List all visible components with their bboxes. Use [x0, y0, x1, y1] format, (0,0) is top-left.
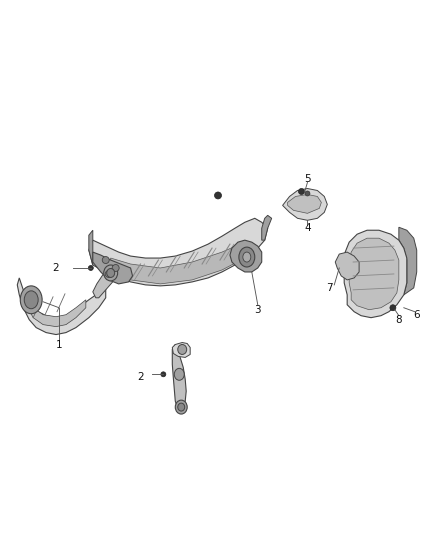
Ellipse shape [105, 270, 112, 278]
Text: 5: 5 [304, 174, 311, 183]
Polygon shape [288, 195, 321, 213]
Polygon shape [93, 252, 133, 284]
Ellipse shape [298, 189, 304, 195]
Ellipse shape [104, 265, 118, 281]
Ellipse shape [107, 269, 115, 278]
Polygon shape [172, 344, 186, 409]
Ellipse shape [178, 403, 185, 411]
Ellipse shape [102, 256, 109, 263]
Polygon shape [349, 238, 399, 310]
Polygon shape [26, 297, 86, 327]
Polygon shape [89, 219, 268, 286]
Ellipse shape [390, 305, 396, 311]
Ellipse shape [20, 286, 42, 314]
Text: 2: 2 [137, 372, 144, 382]
Polygon shape [172, 343, 190, 358]
Ellipse shape [174, 368, 184, 380]
Ellipse shape [239, 247, 255, 267]
Text: 3: 3 [254, 305, 261, 314]
Polygon shape [230, 240, 262, 272]
Text: 8: 8 [396, 314, 402, 325]
Polygon shape [344, 230, 407, 318]
Text: 7: 7 [326, 283, 332, 293]
Ellipse shape [215, 192, 222, 199]
Text: 2: 2 [53, 263, 60, 273]
Text: 1: 1 [56, 340, 62, 350]
Ellipse shape [161, 372, 166, 377]
Polygon shape [262, 215, 272, 240]
Polygon shape [283, 189, 327, 220]
Ellipse shape [88, 265, 93, 270]
Ellipse shape [243, 252, 251, 262]
Polygon shape [93, 264, 120, 298]
Ellipse shape [305, 191, 310, 196]
Polygon shape [399, 227, 417, 295]
Text: 4: 4 [304, 223, 311, 233]
Ellipse shape [178, 344, 187, 354]
Polygon shape [109, 242, 248, 284]
Polygon shape [89, 230, 93, 265]
Polygon shape [17, 278, 106, 335]
Polygon shape [335, 252, 359, 280]
Ellipse shape [24, 291, 38, 309]
Ellipse shape [112, 264, 119, 271]
Ellipse shape [175, 400, 187, 414]
Text: 6: 6 [413, 310, 420, 320]
